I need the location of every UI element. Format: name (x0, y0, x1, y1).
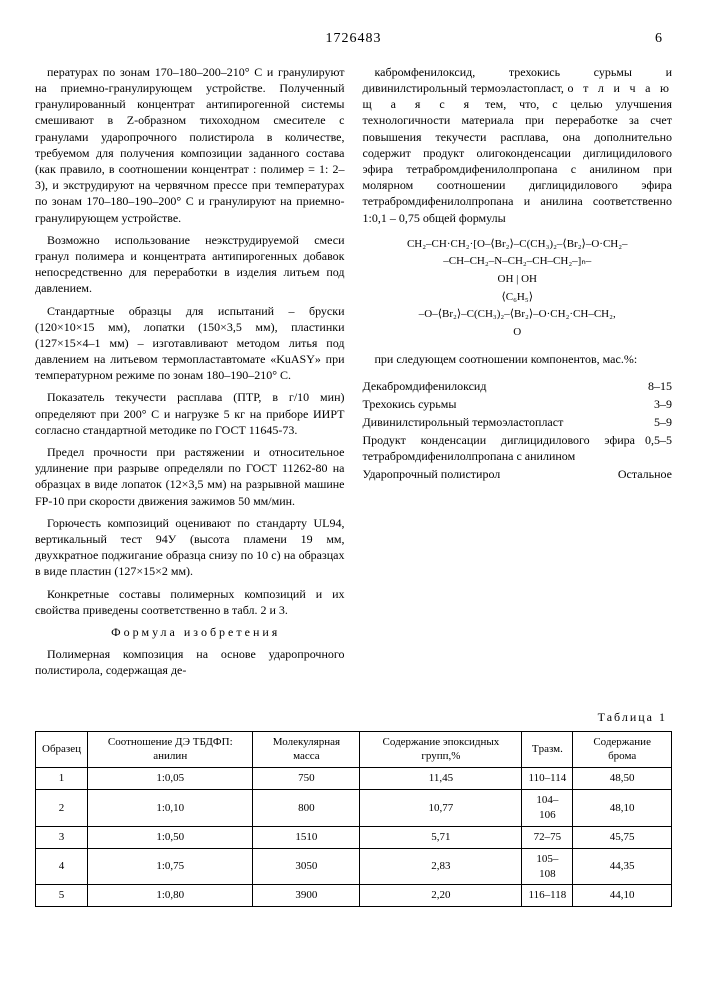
para-1: пературах по зонам 170–180–200–210° С и … (35, 64, 345, 226)
data-table: Образец Соотношение ДЭ ТБДФП: анилин Мол… (35, 731, 672, 908)
table-row: 1 1:0,05 750 11,45 110–114 48,50 (36, 768, 672, 790)
cell: 2,83 (360, 848, 522, 885)
comp-name: Ударопрочный полистирол (363, 466, 618, 482)
cell: 1:0,05 (88, 768, 253, 790)
comp-name: Декабромдифенилоксид (363, 378, 649, 394)
page-number: 6 (655, 30, 662, 49)
table-label: Таблица 1 (35, 709, 667, 725)
comp-row: Трехокись сурьмы 3–9 (363, 396, 673, 412)
cell: 48,10 (573, 790, 672, 827)
para-7: Конкретные составы полимерных композиций… (35, 586, 345, 618)
cell: 1:0,10 (88, 790, 253, 827)
table-row: 4 1:0,75 3050 2,83 105–108 44,35 (36, 848, 672, 885)
cell: 11,45 (360, 768, 522, 790)
th-2: Молекулярная масса (253, 731, 360, 768)
table-header-row: Образец Соотношение ДЭ ТБДФП: анилин Мол… (36, 731, 672, 768)
th-0: Образец (36, 731, 88, 768)
cell: 1 (36, 768, 88, 790)
comp-row: Продукт конденсации диглицидилового эфир… (363, 432, 673, 464)
comp-value: Остальное (618, 466, 672, 482)
comp-name: Трехокись сурьмы (363, 396, 655, 412)
chemical-formula: CH₂–CH·CH₂·[O–⟨Br₂⟩–C(CH₃)₂–⟨Br₂⟩–O·CH₂–… (363, 236, 673, 342)
document-number: 1726483 (35, 30, 672, 49)
cell: 105–108 (522, 848, 573, 885)
cell: 45,75 (573, 826, 672, 848)
comp-row: Дивинилстирольный термоэластопласт 5–9 (363, 414, 673, 430)
cell: 3900 (253, 885, 360, 907)
th-5: Содержание брома (573, 731, 672, 768)
cell: 5 (36, 885, 88, 907)
para-4: Показатель текучести расплава (ПТР, в г/… (35, 389, 345, 438)
table-row: 2 1:0,10 800 10,77 104–106 48,10 (36, 790, 672, 827)
cell: 800 (253, 790, 360, 827)
left-column: пературах по зонам 170–180–200–210° С и … (35, 64, 345, 685)
th-4: Tразм. (522, 731, 573, 768)
r1-end: тем, что, с целью улучшения технологично… (363, 97, 673, 224)
cell: 1:0,75 (88, 848, 253, 885)
cell: 116–118 (522, 885, 573, 907)
para-5: Предел прочности при растяжении и относи… (35, 444, 345, 509)
comp-value: 5–9 (654, 414, 672, 430)
cell: 1510 (253, 826, 360, 848)
cell: 3050 (253, 848, 360, 885)
comp-value: 3–9 (654, 396, 672, 412)
cell: 44,35 (573, 848, 672, 885)
para-6: Горючесть композиций оценивают по станда… (35, 515, 345, 580)
para-r2: при следующем соотношении компонентов, м… (363, 351, 673, 367)
cell: 4 (36, 848, 88, 885)
cell: 2,20 (360, 885, 522, 907)
th-3: Содержание эпоксидных групп,% (360, 731, 522, 768)
comp-name: Дивинилстирольный термоэластопласт (363, 414, 655, 430)
cell: 72–75 (522, 826, 573, 848)
chem-line-1: CH₂–CH·CH₂·[O–⟨Br₂⟩–C(CH₃)₂–⟨Br₂⟩–O·CH₂– (363, 236, 673, 254)
th-1: Соотношение ДЭ ТБДФП: анилин (88, 731, 253, 768)
formula-heading: Формула изобретения (35, 624, 345, 640)
chem-line-2: –CH–CH₂–N–CH₂–CH–CH₂–]ₙ– (363, 253, 673, 271)
para-2: Возможно использование неэкструдируемой … (35, 232, 345, 297)
cell: 5,71 (360, 826, 522, 848)
table-row: 5 1:0,80 3900 2,20 116–118 44,10 (36, 885, 672, 907)
chem-line-3: OH | OH (363, 271, 673, 289)
cell: 110–114 (522, 768, 573, 790)
para-8: Полимерная композиция на основе ударопро… (35, 646, 345, 678)
components-list: Декабромдифенилоксид 8–15 Трехокись сурь… (363, 378, 673, 483)
two-column-body: пературах по зонам 170–180–200–210° С и … (35, 64, 672, 685)
cell: 2 (36, 790, 88, 827)
table-body: 1 1:0,05 750 11,45 110–114 48,50 2 1:0,1… (36, 768, 672, 907)
comp-name: Продукт конденсации диглицидилового эфир… (363, 432, 646, 464)
cell: 10,77 (360, 790, 522, 827)
comp-row: Декабромдифенилоксид 8–15 (363, 378, 673, 394)
comp-value: 8–15 (648, 378, 672, 394)
chem-line-4: ⟨C₆H₅⟩ (363, 289, 673, 307)
para-3: Стандартные образцы для испытаний – брус… (35, 303, 345, 384)
cell: 1:0,50 (88, 826, 253, 848)
cell: 44,10 (573, 885, 672, 907)
right-column: кабромфенилоксид, трехокись сурьмы и див… (363, 64, 673, 685)
cell: 104–106 (522, 790, 573, 827)
para-r1: кабромфенилоксид, трехокись сурьмы и див… (363, 64, 673, 226)
table-row: 3 1:0,50 1510 5,71 72–75 45,75 (36, 826, 672, 848)
comp-value: 0,5–5 (645, 432, 672, 464)
comp-row: Ударопрочный полистирол Остальное (363, 466, 673, 482)
cell: 48,50 (573, 768, 672, 790)
cell: 3 (36, 826, 88, 848)
cell: 1:0,80 (88, 885, 253, 907)
chem-line-5: –O–⟨Br₂⟩–C(CH₃)₂–⟨Br₂⟩–O·CH₂·CH–CH₂, (363, 306, 673, 324)
chem-line-6: O (363, 324, 673, 342)
cell: 750 (253, 768, 360, 790)
